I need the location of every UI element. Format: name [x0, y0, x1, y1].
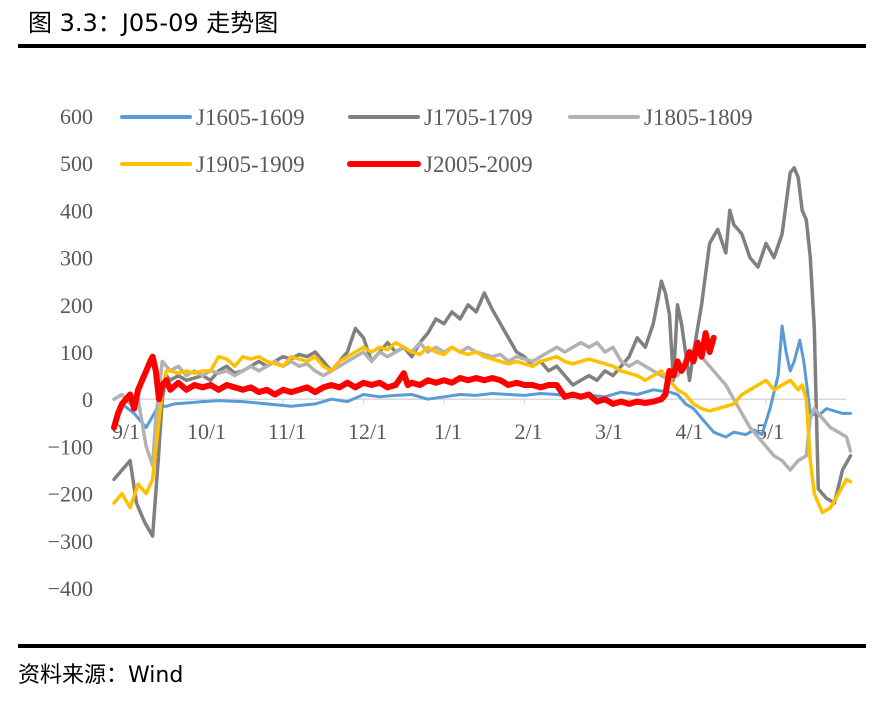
y-tick-label: 0	[82, 387, 93, 412]
y-tick-label: 300	[60, 246, 93, 271]
y-tick-label: 400	[60, 198, 93, 223]
y-tick-label: 100	[60, 340, 93, 365]
x-tick-label: 1/1	[434, 419, 462, 444]
y-tick-label: 600	[60, 104, 93, 129]
y-tick-label: −400	[48, 576, 93, 601]
y-tick-label: 200	[60, 293, 93, 318]
y-tick-label: −300	[48, 529, 93, 554]
legend-label: J2005-2009	[424, 152, 533, 177]
y-tick-label: 500	[60, 151, 93, 176]
legend-label: J1905-1909	[196, 152, 305, 177]
series-line-j1905-1909	[112, 340, 853, 515]
legend-label: J1705-1709	[424, 105, 533, 130]
y-tick-label: −200	[48, 482, 93, 507]
bottom-rule	[18, 644, 866, 648]
x-tick-label: 2/1	[514, 419, 542, 444]
y-tick-label: −100	[48, 434, 93, 459]
series-lines	[111, 166, 853, 538]
x-tick-label: 11/1	[268, 419, 306, 444]
series-line-j1805-1809	[112, 340, 853, 472]
y-axis-ticks: 600 500 400 300 200 100 0 −100 −200 −300 −400	[48, 104, 93, 601]
series-line-j2005-2009	[111, 330, 717, 431]
top-rule	[18, 44, 866, 48]
legend-label: J1605-1609	[196, 105, 305, 130]
x-tick-label: 3/1	[595, 419, 623, 444]
x-tick-label: 10/1	[187, 419, 226, 444]
legend-label: J1805-1809	[644, 105, 753, 130]
x-tick-label: 12/1	[348, 419, 387, 444]
x-tick-label: 4/1	[675, 419, 703, 444]
source-note: 资料来源：Wind	[18, 663, 184, 688]
figure-title: 图 3.3：J05-09 走势图	[28, 9, 279, 37]
legend: J1605-1609 J1705-1709 J1805-1809 J1905-1909…	[120, 105, 753, 177]
x-axis-ticks: 9/1 10/1 11/1 12/1 1/1 2/1 3/1 4/1 5/1	[112, 399, 784, 444]
